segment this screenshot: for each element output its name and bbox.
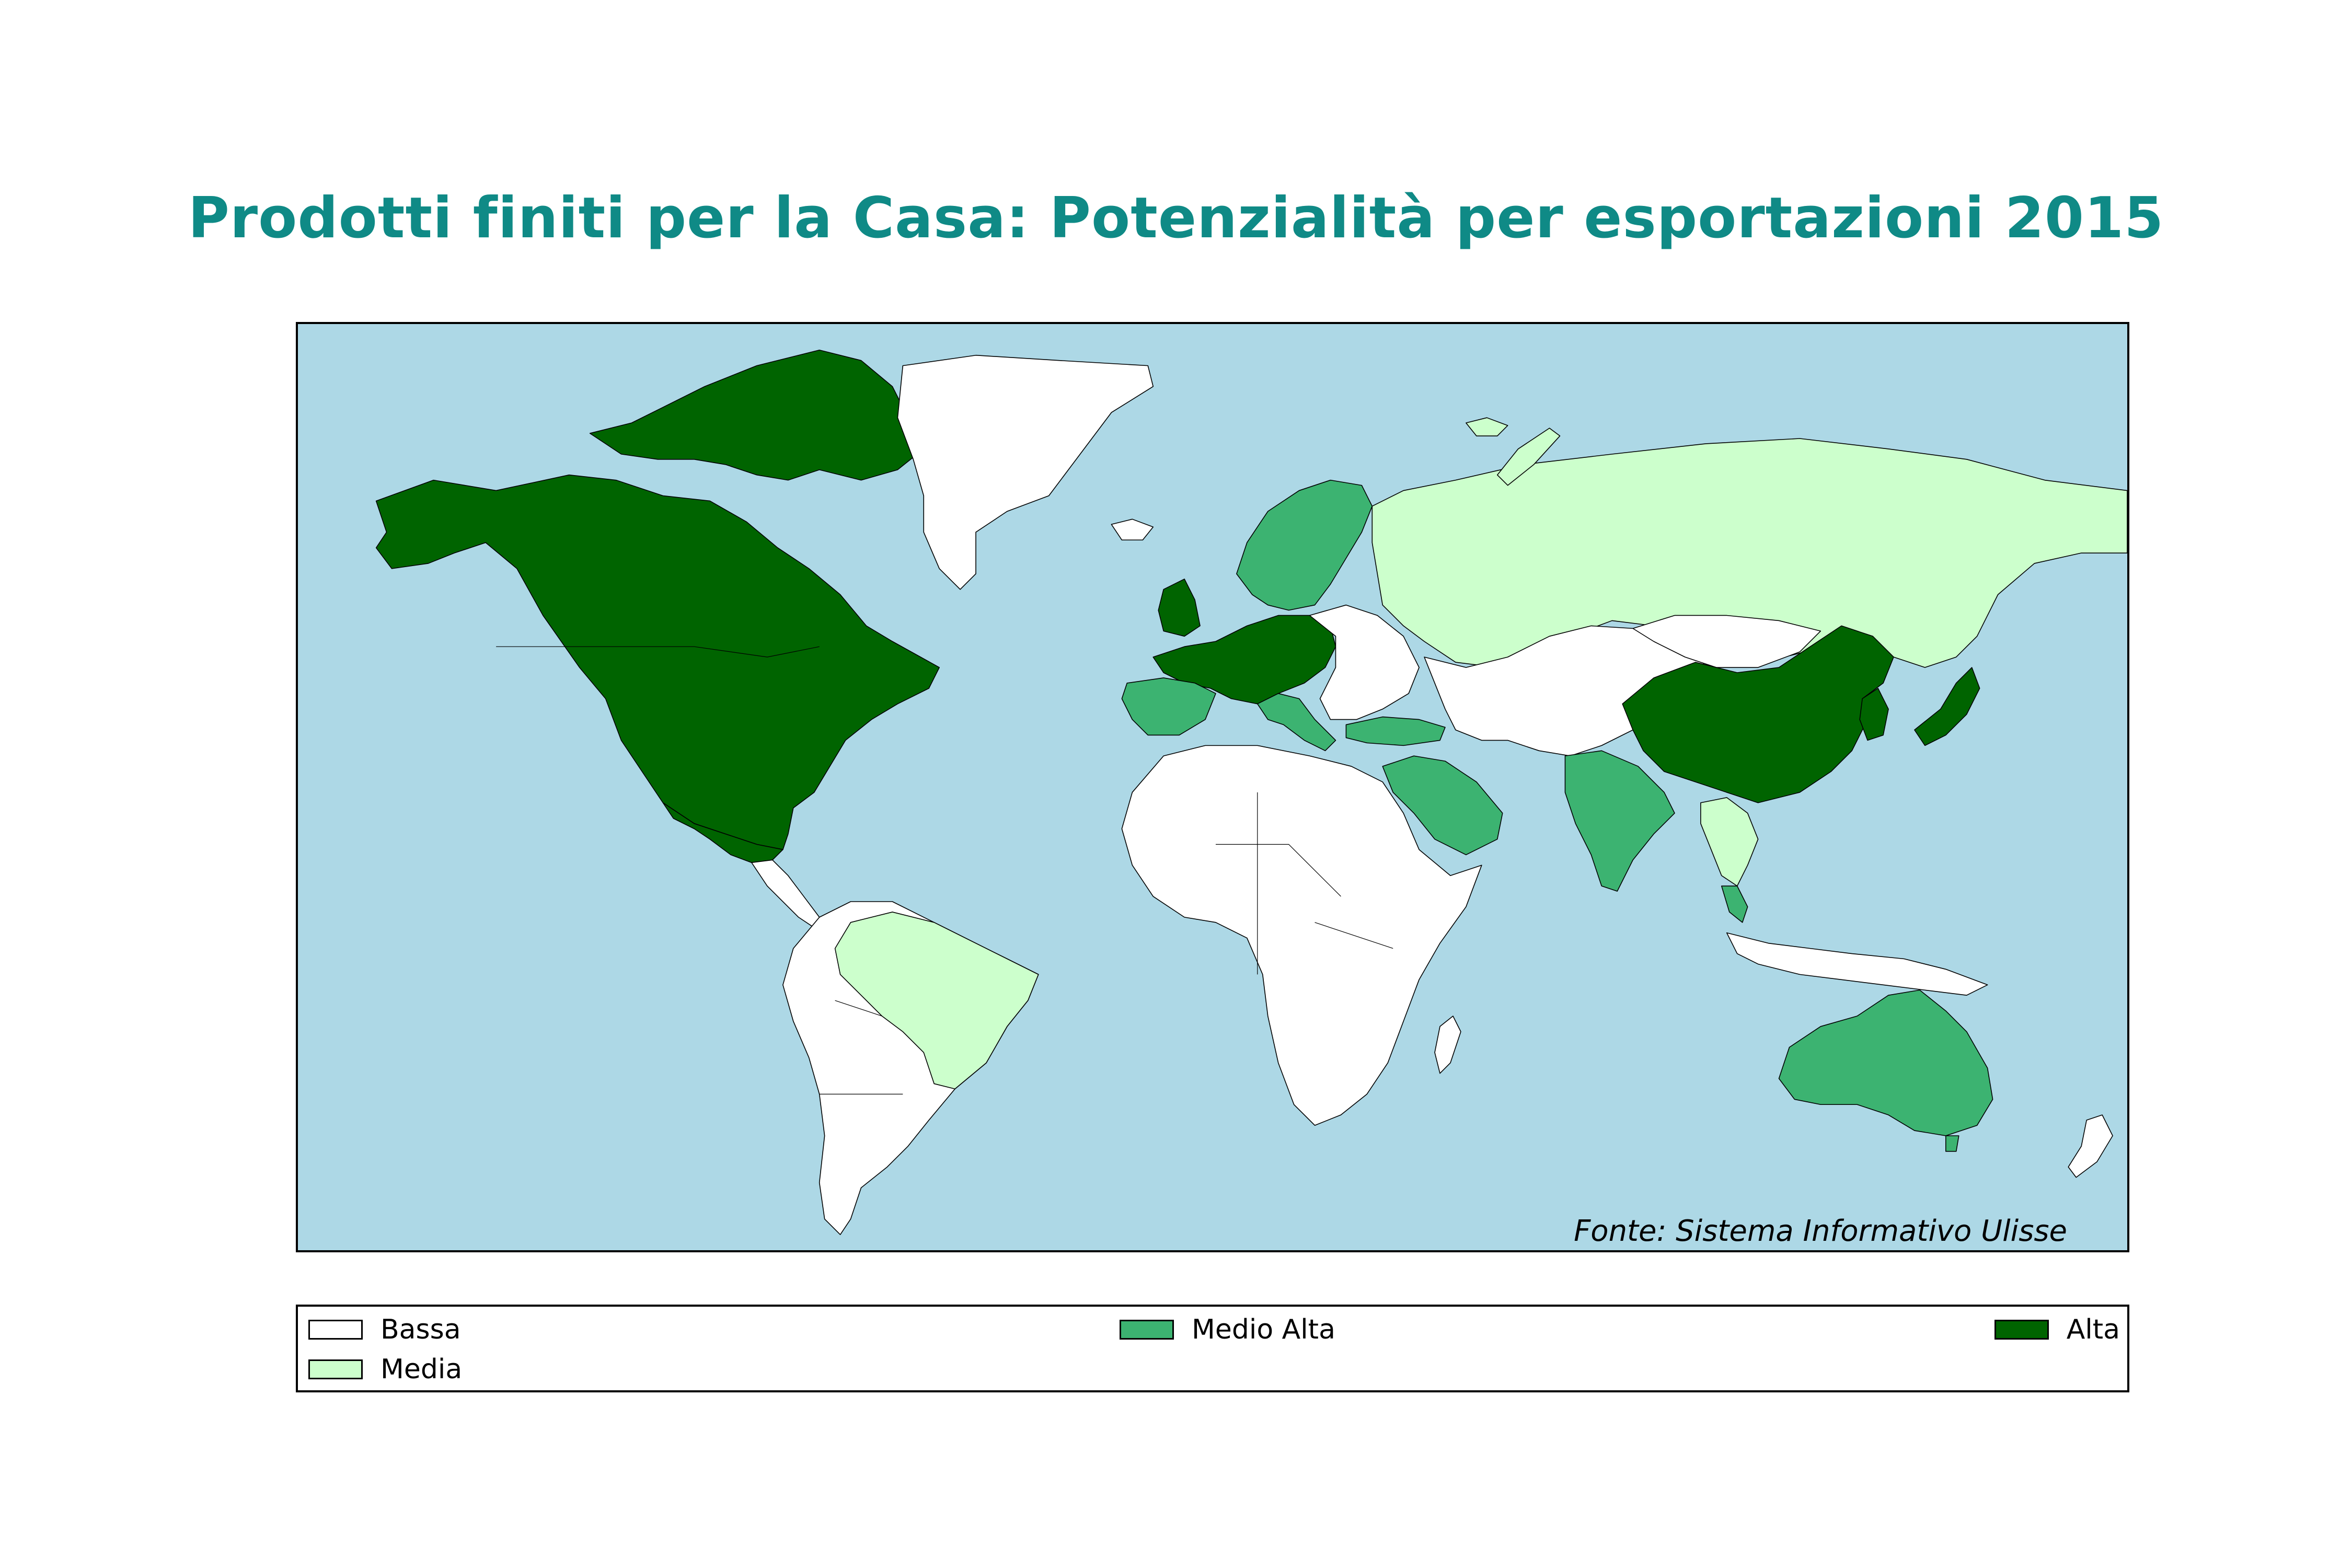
region-uk — [1158, 579, 1201, 637]
region-japan — [1914, 667, 1980, 746]
legend-swatch-bassa — [308, 1320, 363, 1340]
region-russia — [1371, 438, 2127, 668]
legend-item-media: Media — [308, 1354, 462, 1385]
region-north-america — [375, 474, 940, 850]
region-madagascar — [1434, 1016, 1461, 1074]
legend-label-medio-alta: Medio Alta — [1192, 1314, 1335, 1345]
legend-item-bassa: Bassa — [308, 1314, 461, 1345]
region-korea — [1859, 688, 1889, 741]
border-south-america-inner — [819, 1000, 903, 1094]
border-africa-inner — [1215, 792, 1393, 975]
legend-item-alta: Alta — [1994, 1314, 2120, 1345]
region-malaysia — [1721, 885, 1748, 923]
map-legend: Bassa Media Medio Alta Alta — [296, 1305, 2129, 1392]
legend-swatch-medio-alta — [1120, 1320, 1174, 1340]
region-tasmania — [1945, 1135, 1959, 1152]
region-indonesia — [1726, 932, 1988, 996]
legend-label-media: Media — [381, 1354, 463, 1385]
region-scandinavia — [1236, 479, 1373, 611]
legend-swatch-media — [308, 1359, 363, 1379]
region-australia — [1778, 989, 1993, 1136]
region-indochina — [1700, 797, 1759, 886]
region-novaya-zemlya — [1496, 428, 1561, 486]
map-title: Prodotti finiti per la Casa: Potenzialit… — [188, 186, 2164, 251]
region-iberia — [1121, 677, 1216, 736]
legend-item-medio-alta: Medio Alta — [1120, 1314, 1335, 1345]
region-new-zealand — [2068, 1114, 2113, 1178]
region-mongolia — [1632, 615, 1821, 668]
world-map-canvas — [375, 349, 2127, 1235]
legend-swatch-alta — [1994, 1320, 2049, 1340]
region-central-america — [751, 859, 820, 928]
region-arctic-islands — [589, 349, 925, 481]
region-iceland — [1111, 518, 1154, 540]
region-svalbard — [1466, 417, 1508, 436]
region-italy-balkans — [1257, 693, 1336, 752]
border-us-canada — [496, 646, 820, 658]
region-greenland — [897, 354, 1154, 590]
region-eastern-europe — [1309, 604, 1420, 720]
world-map: Fonte: Sistema Informativo Ulisse — [296, 322, 2129, 1252]
source-note: Fonte: Sistema Informativo Ulisse — [1574, 1214, 2067, 1248]
region-brazil — [834, 912, 1039, 1090]
region-arabian-peninsula — [1382, 755, 1503, 856]
region-turkey — [1345, 716, 1446, 746]
region-africa — [1121, 745, 1482, 1126]
legend-label-alta: Alta — [2066, 1314, 2120, 1345]
region-india — [1564, 750, 1675, 892]
legend-label-bassa: Bassa — [381, 1314, 461, 1345]
